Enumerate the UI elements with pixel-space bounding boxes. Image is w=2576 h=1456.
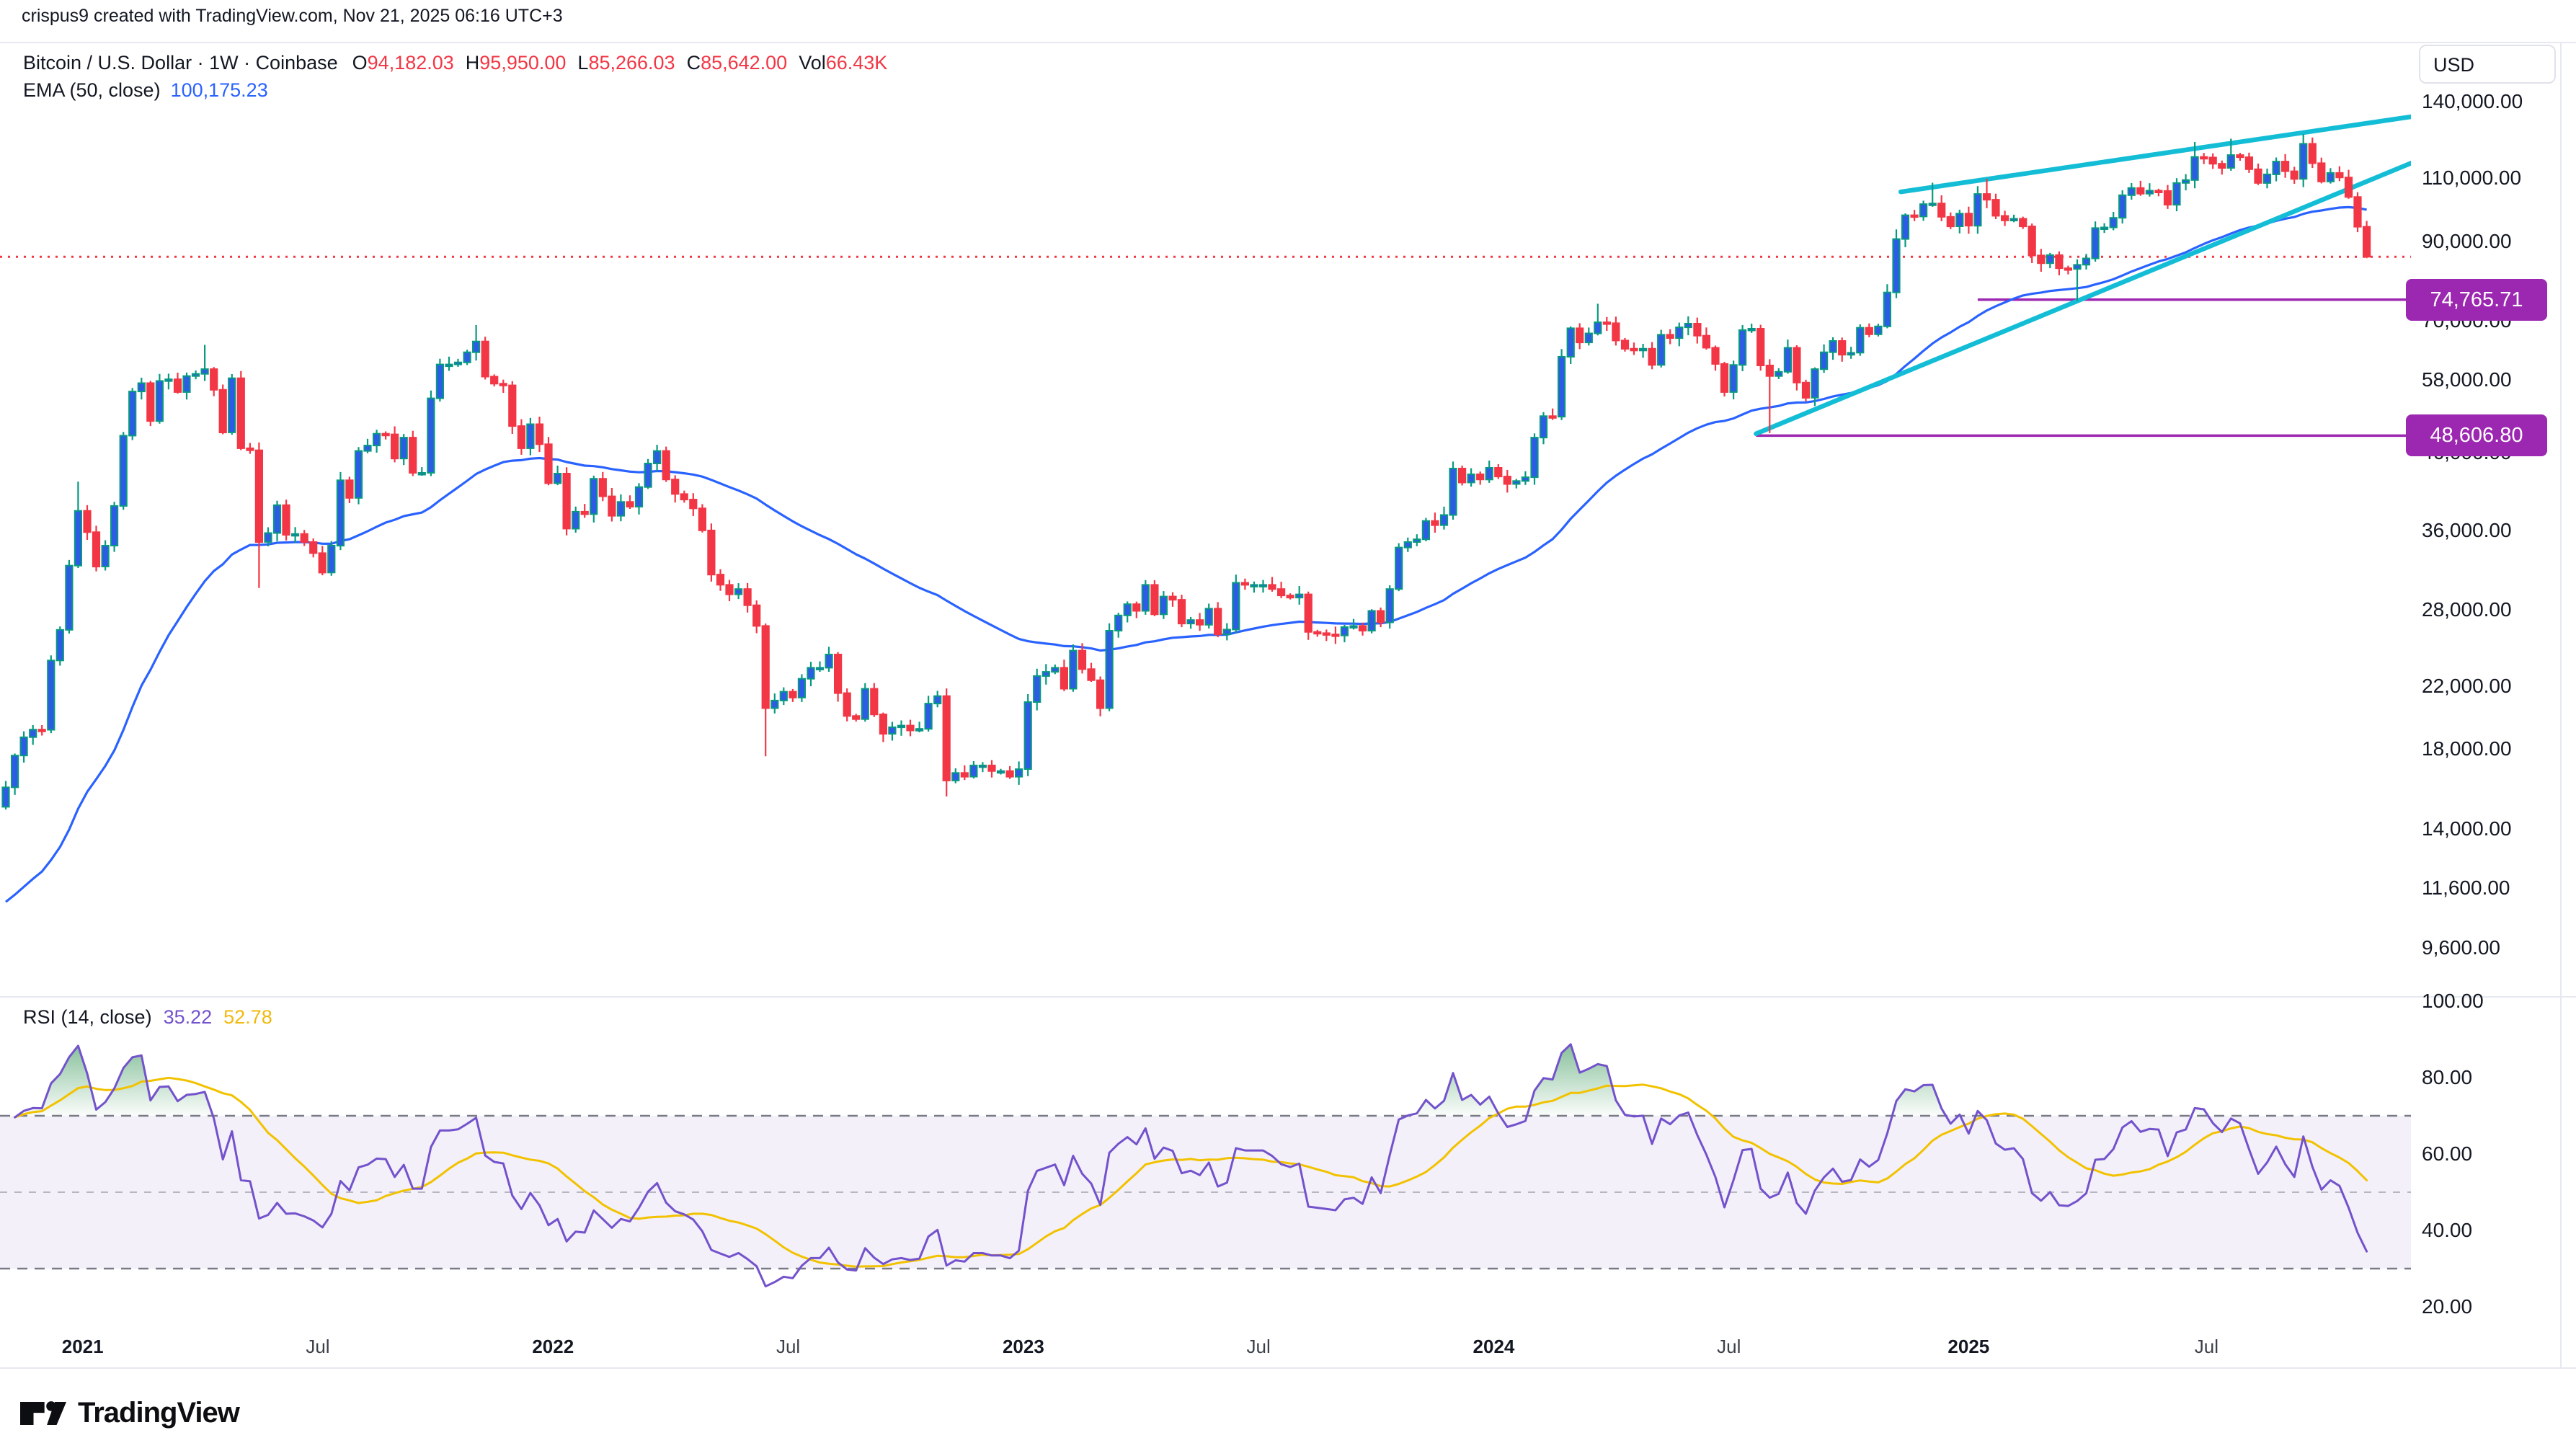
time-tick-2021: 2021 [61,1336,104,1357]
rsi-overbought-fill-1 [1407,1073,1500,1116]
ohlc-key-h: H [465,52,480,74]
time-tick-jul: Jul [1717,1336,1741,1357]
ohlc-key-l: L [577,52,589,74]
tradingview-logo[interactable]: TradingView [20,1397,240,1429]
ema-legend[interactable]: EMA (50, close) 100,175.23 [23,79,268,102]
tradingview-wordmark: TradingView [78,1397,240,1429]
time-tick-2023: 2023 [1002,1336,1044,1357]
price-tick-22000: 22,000.00 [2422,674,2512,697]
rsi-tick-80: 80.00 [2422,1066,2473,1088]
ohlc-key-c: C [686,52,701,74]
price-tick-140000: 140,000.00 [2422,90,2523,112]
time-tick-2022: 2022 [532,1336,574,1357]
rsi-line[interactable] [14,1043,2368,1288]
rsi-tick-40: 40.00 [2422,1219,2473,1241]
time-tick-jul: Jul [776,1336,801,1357]
rsi-tick-60: 60.00 [2422,1142,2473,1165]
rsi-legend-label: RSI (14, close) [23,1006,152,1028]
ohlc-value-1: 95,950.00 [479,52,567,74]
ema-line[interactable] [5,205,2367,903]
currency-toggle-button[interactable]: USD [2419,45,2556,84]
ohlc-value-0: 94,182.03 [367,52,454,74]
price-badge-74766: 74,765.71 [2406,278,2547,321]
rsi-legend-value: 35.22 [163,1006,213,1028]
rsi-tick-20: 20.00 [2422,1295,2473,1318]
price-tick-58000: 58,000.00 [2422,368,2512,391]
price-tick-90000: 90,000.00 [2422,229,2512,252]
price-badge-48607: 48,606.80 [2406,414,2547,457]
ema-legend-label: EMA (50, close) [23,79,161,101]
candles [1,134,2371,810]
time-tick-2025: 2025 [1947,1336,1990,1357]
time-tick-jul: Jul [1246,1336,1271,1357]
rsi-overbought-fill-5 [1892,1085,1946,1116]
rsi-tick-100: 100.00 [2422,990,2484,1012]
time-tick-2024: 2024 [1473,1336,1515,1357]
price-tick-14000: 14,000.00 [2422,817,2512,840]
symbol-legend[interactable]: Bitcoin / U.S. Dollar · 1W · Coinbase O94… [23,52,899,74]
symbol-title: Bitcoin / U.S. Dollar · 1W · Coinbase [23,52,338,74]
ohlc-value-2: 85,266.03 [588,52,675,74]
time-tick-jul: Jul [306,1336,330,1357]
ohlc-key-vol: Vol [799,52,826,74]
rsi-legend[interactable]: RSI (14, close) 35.22 52.78 [23,1006,272,1029]
ohlc-key-o: O [352,52,368,74]
time-axis-divider [0,1367,2576,1369]
rsi-pane [0,1043,2411,1288]
time-tick-jul: Jul [2194,1336,2219,1357]
price-tick-110000: 110,000.00 [2422,166,2522,189]
price-pane [0,114,2439,903]
price-tick-18000: 18,000.00 [2422,737,2512,760]
price-tick-11600: 11,600.00 [2422,876,2510,899]
header-divider [0,42,2576,43]
trendline-wedge-lower[interactable] [1754,151,2439,436]
price-tick-28000: 28,000.00 [2422,598,2512,621]
attribution-text: crispus9 created with TradingView.com, N… [22,6,563,26]
tradingview-logo-icon [20,1400,66,1425]
rsi-ma-legend-value: 52.78 [223,1006,272,1028]
ohlc-value-3: 85,642.00 [701,52,788,74]
rsi-overbought-fill-2 [1527,1044,1630,1116]
axis-right-border [2560,43,2562,1368]
trendline-wedge-upper[interactable] [1898,114,2412,195]
ohlc-value-4: 66.43K [825,52,888,74]
price-tick-9600: 9,600.00 [2422,936,2500,959]
ema-legend-value: 100,175.23 [170,79,268,101]
price-tick-36000: 36,000.00 [2422,518,2512,541]
